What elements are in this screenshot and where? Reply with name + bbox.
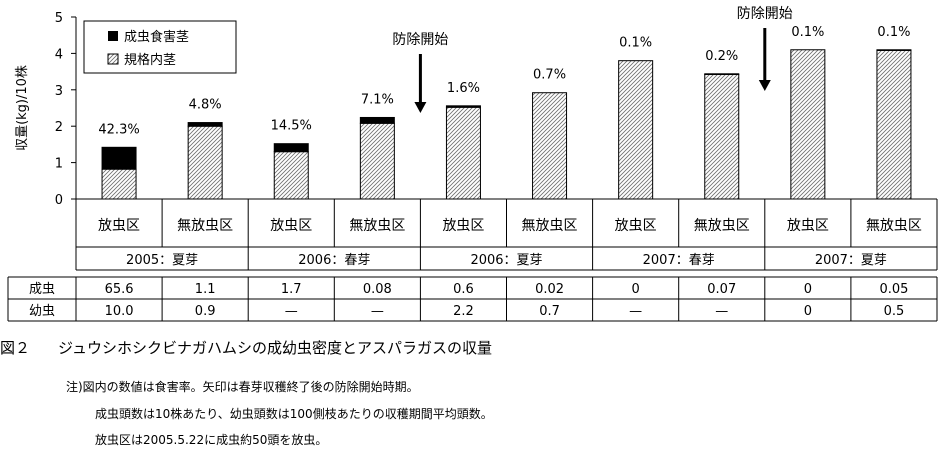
group-label: 2006：夏芽: [470, 253, 542, 268]
group-label: 2007：夏芽: [815, 253, 887, 268]
data-label-damage-rate: 0.1%: [791, 25, 824, 40]
bar-damaged: [187, 122, 223, 127]
x-tick-label: 放虫区: [270, 218, 312, 234]
legend-swatch-damaged: [108, 31, 118, 41]
data-label-damage-rate: 0.1%: [877, 25, 910, 40]
bar-damaged: [101, 146, 137, 170]
y-tick-label: 4: [55, 47, 63, 62]
annotation-arrow-head: [758, 80, 771, 91]
figure-title: ジュウシホシクビナガハムシの成幼虫密度とアスパラガスの収量: [58, 339, 492, 357]
table-cell: 1.1: [195, 282, 216, 297]
bar-damaged: [273, 143, 309, 153]
table-cell: 0.9: [195, 304, 216, 319]
bar-damaged: [359, 116, 395, 124]
x-tick-label: 無放虫区: [522, 218, 578, 234]
data-label-damage-rate: 42.3%: [98, 122, 139, 137]
table-row-header: 成虫: [29, 282, 55, 297]
data-table: 放虫区 無放虫区 放虫区 無放虫区 放虫区 無放虫区 放虫区 無放虫区 放虫区 無放虫区 2005：…: [7, 199, 938, 322]
data-label-damage-rate: 7.1%: [361, 92, 394, 107]
x-tick-label: 放虫区: [787, 218, 829, 234]
caption-note-2: 成虫頭数は10株あたり、幼虫頭数は100側枝あたりの収穫期間平均頭数。: [95, 407, 493, 421]
legend: 成虫食害茎 規格内茎: [83, 20, 237, 74]
bar-marketable: [704, 74, 740, 200]
table-cell: —: [629, 304, 642, 319]
table-cell: 0: [804, 282, 812, 297]
figure-number: 図２: [0, 339, 31, 357]
bar-marketable: [101, 168, 137, 200]
bar-damaged: [876, 49, 912, 51]
x-tick-label: 無放虫区: [177, 218, 233, 234]
legend-label-marketable: 規格内茎: [124, 52, 176, 68]
annotation-control-start: 防除開始: [737, 6, 793, 22]
table-cell: 0.6: [453, 282, 474, 297]
bar-marketable: [359, 122, 395, 200]
y-axis-title: 収量(kg)/10株: [15, 65, 30, 151]
y-tick-label: 5: [55, 11, 63, 26]
table-cell: 65.6: [105, 282, 134, 297]
group-label: 2007：春芽: [643, 253, 715, 268]
x-tick-label: 放虫区: [442, 218, 484, 234]
x-tick-label: 無放虫区: [694, 218, 750, 234]
x-tick-label: 放虫区: [98, 218, 140, 234]
y-tick-label: 0: [55, 193, 63, 208]
table-cell: —: [715, 304, 728, 319]
table-cell: 10.0: [105, 304, 134, 319]
table-cell: 0.02: [535, 282, 564, 297]
bar-marketable: [532, 92, 568, 200]
annotation-control-start: 防除開始: [392, 32, 448, 48]
figure: 0 1 2 3 4 5 収量(kg)/10株 42.3% 4.8% 14.5% 7.1% 1.6% 0.…: [7, 6, 938, 322]
table-row-header: 幼虫: [29, 304, 55, 319]
x-tick-label: 無放虫区: [349, 218, 405, 234]
legend-swatch-marketable: [107, 53, 119, 65]
bar-damaged: [445, 105, 481, 108]
table-cell: —: [371, 304, 384, 319]
table-cell: 1.7: [281, 282, 302, 297]
caption-note-1: 注)図内の数値は食害率。矢印は春芽収穫終了後の防除開始時期。: [66, 380, 419, 394]
figure-caption: 図２ ジュウシホシクビナガハムシの成幼虫密度とアスパラガスの収量: [0, 337, 492, 358]
table-cell: 0: [804, 304, 812, 319]
group-label: 2005：夏芽: [126, 253, 198, 268]
table-cell: 2.2: [453, 304, 474, 319]
table-cell: 0.5: [884, 304, 905, 319]
legend-label-damaged: 成虫食害茎: [124, 29, 189, 45]
bar-marketable: [187, 125, 223, 200]
bar-damaged: [704, 73, 740, 76]
table-cell: 0: [632, 282, 640, 297]
caption-note-3: 放虫区は2005.5.22に成虫約50頭を放虫。: [95, 433, 328, 447]
table-cell: —: [285, 304, 298, 319]
bar-marketable: [876, 49, 912, 200]
x-tick-label: 放虫区: [615, 218, 657, 234]
data-label-damage-rate: 0.1%: [619, 36, 652, 51]
bar-marketable: [790, 49, 826, 200]
annotation-arrow-head: [414, 102, 427, 113]
y-tick-label: 1: [55, 157, 63, 172]
data-label-damage-rate: 14.5%: [271, 119, 312, 134]
group-label: 2006：春芽: [298, 253, 370, 268]
x-tick-label: 無放虫区: [866, 218, 922, 234]
bar-marketable: [618, 60, 654, 200]
table-cell: 0.05: [879, 282, 908, 297]
table-cell: 0.08: [363, 282, 392, 297]
data-label-damage-rate: 0.7%: [533, 68, 566, 83]
table-cell: 0.7: [539, 304, 560, 319]
data-label-damage-rate: 4.8%: [189, 98, 222, 113]
y-tick-label: 3: [55, 84, 63, 99]
bar-marketable: [273, 151, 309, 200]
table-cell: 0.07: [707, 282, 736, 297]
y-tick-label: 2: [55, 120, 63, 135]
data-label-damage-rate: 1.6%: [447, 81, 480, 96]
data-label-damage-rate: 0.2%: [705, 49, 738, 64]
bar-marketable: [445, 106, 481, 200]
